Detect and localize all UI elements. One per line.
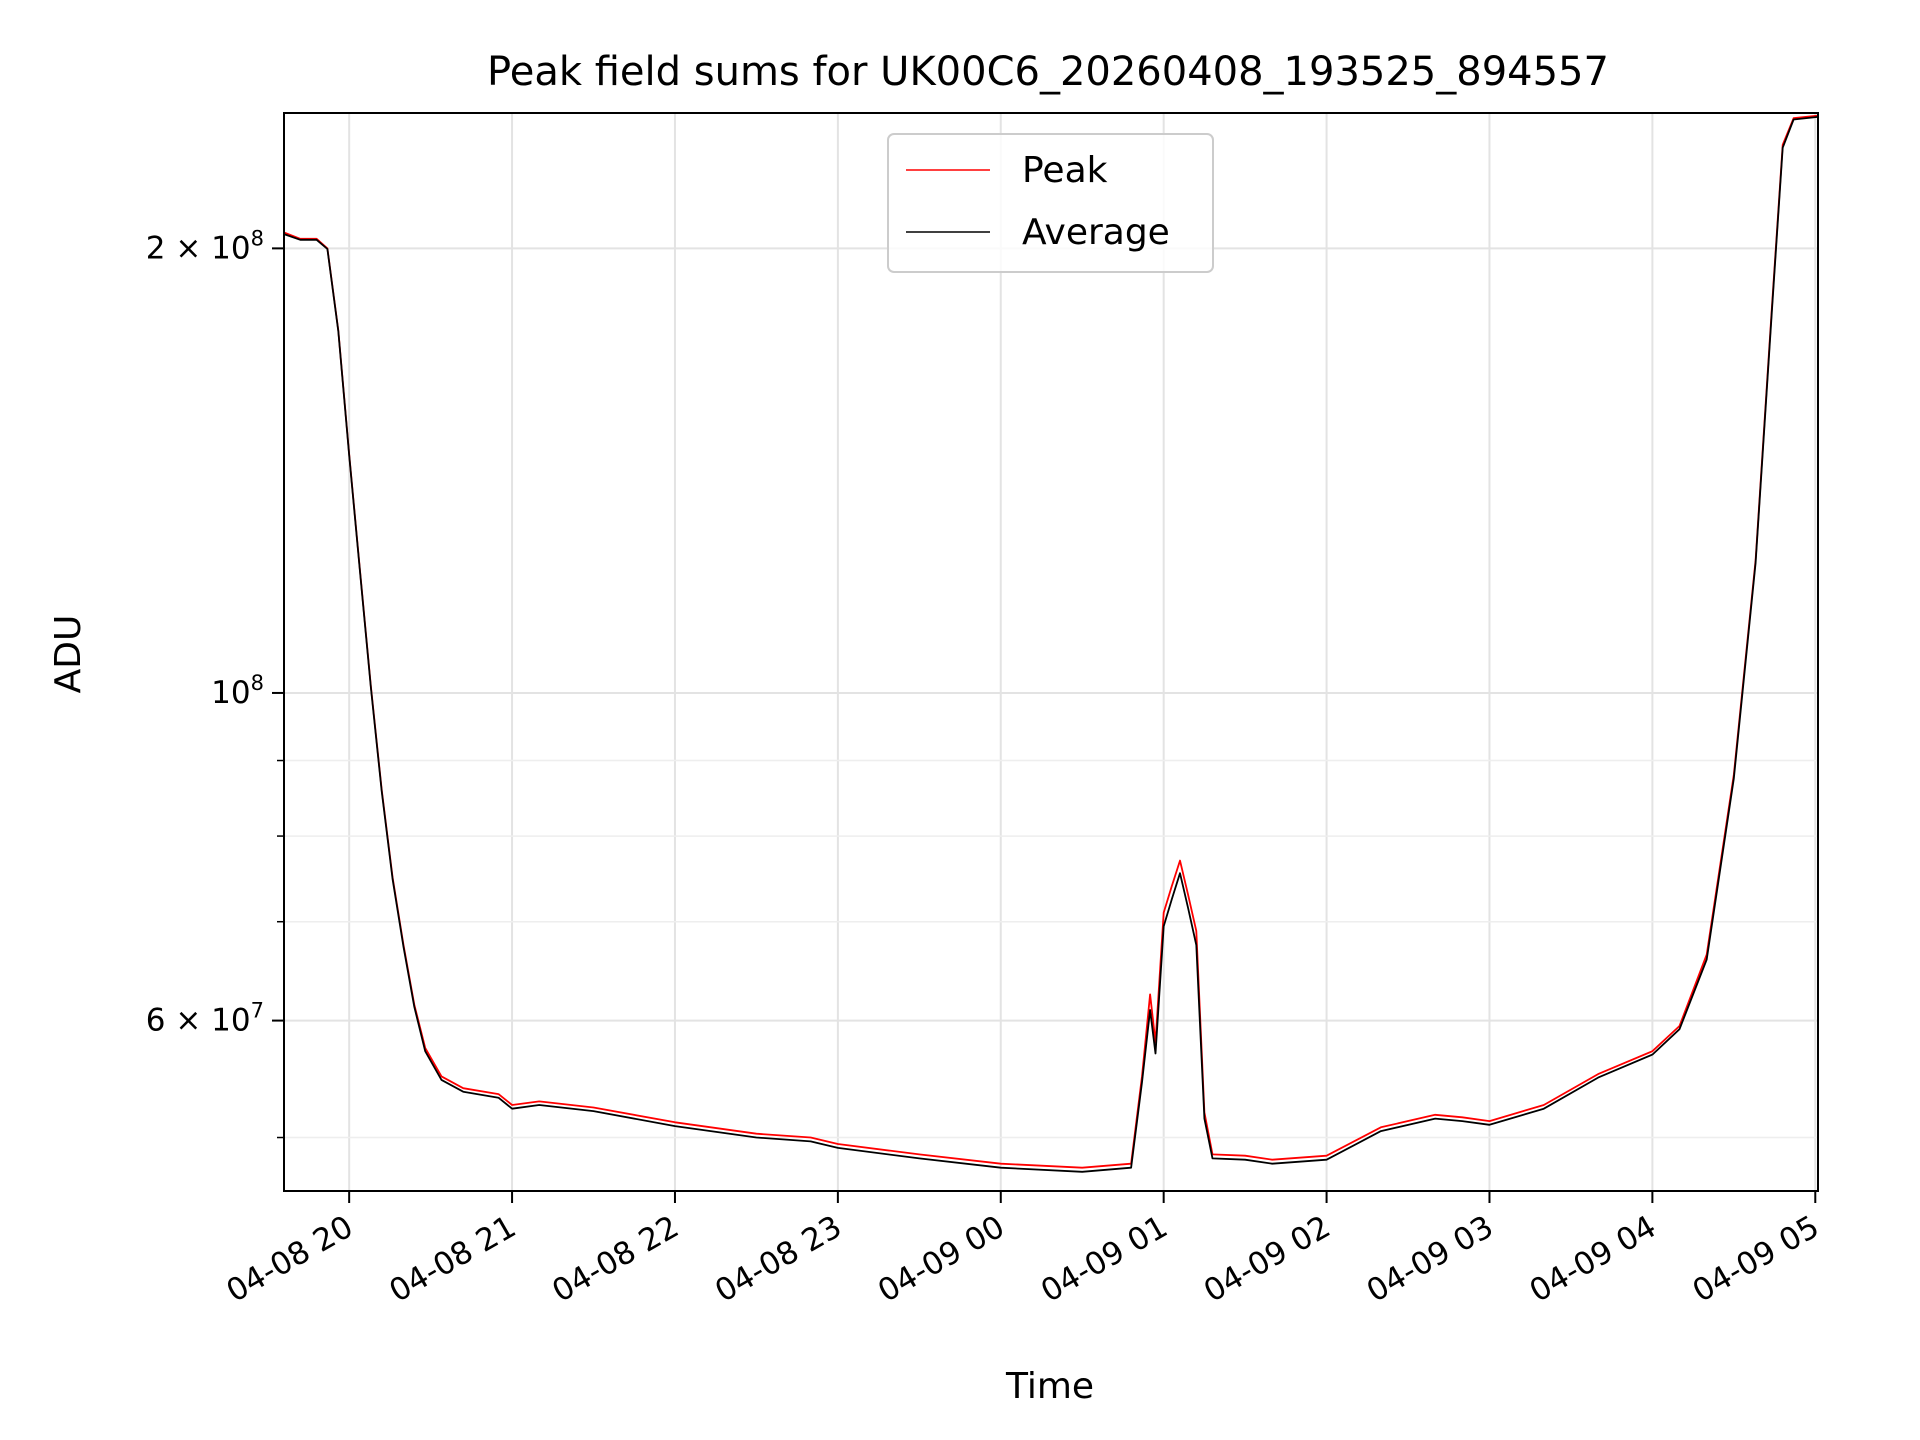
- plot-frame: [283, 112, 1819, 1192]
- chart-title: Peak field sums for UK00C6_20260408_1935…: [487, 49, 1609, 95]
- series-lines: [283, 114, 1819, 1173]
- legend: Peak Average: [887, 133, 1214, 273]
- legend-box: [887, 133, 1214, 273]
- legend-label-average: Average: [1022, 212, 1170, 253]
- y-tick-label: 2 × 108: [146, 226, 264, 266]
- y-tick-label: 6 × 107: [146, 999, 264, 1039]
- series-line-average: [283, 116, 1819, 1173]
- y-axis-label: ADU: [48, 615, 89, 694]
- y-tick-label: 108: [211, 671, 264, 711]
- legend-label-peak: Peak: [1022, 150, 1108, 191]
- x-axis-label: Time: [1005, 1366, 1094, 1407]
- y-axis: 2 × 108 108 6 × 107: [146, 226, 284, 1139]
